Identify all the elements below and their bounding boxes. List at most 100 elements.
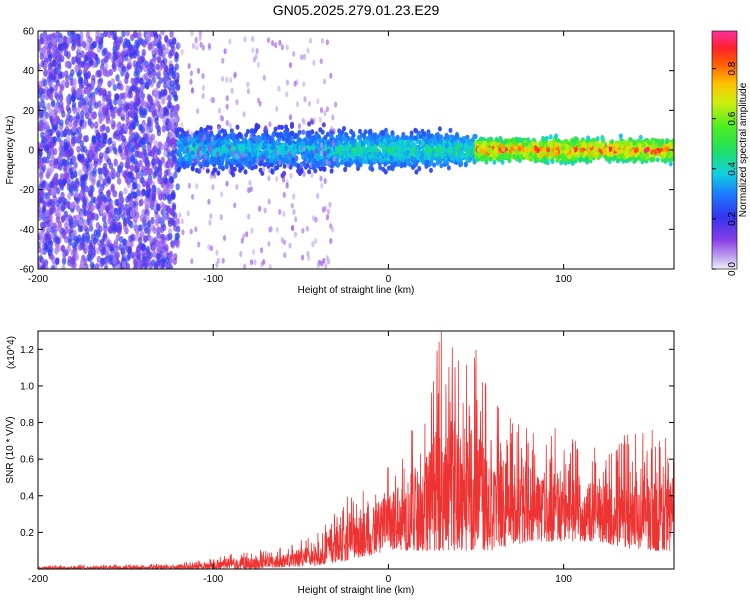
heatmap-cell [106,158,112,166]
heatmap-cell [61,257,67,265]
heatmap-cell [174,51,179,59]
heatmap-cell [143,72,149,81]
heatmap-cell [118,197,123,205]
heatmap-cell [156,203,161,211]
heatmap-cell [126,39,131,47]
heatmap-cell [71,86,76,94]
heatmap-cell [365,138,370,145]
heatmap-cell [412,159,417,165]
heatmap-cell [113,239,119,247]
heatmap-cell [48,181,54,189]
heatmap-cell [143,235,148,243]
heatmap-cell [372,151,377,157]
heatmap-cell [151,158,156,166]
heatmap-cell [217,164,222,170]
heatmap-cell [215,142,220,148]
heatmap-cell [386,165,391,171]
heatmap-cell [92,111,97,119]
heatmap-cell [441,148,446,154]
heatmap-cell [335,134,340,140]
heatmap-cell [246,143,251,149]
heatmap-cell [160,31,165,36]
heatmap-cell [115,74,120,82]
heatmap-cell [141,137,146,145]
heatmap-cell [97,70,102,78]
heatmap-cell [90,185,95,193]
heatmap-cell [96,132,101,140]
heatmap-cell [424,138,429,144]
heatmap-cell [119,161,124,169]
heatmap-cell [92,52,97,60]
heatmap-cell [121,260,127,268]
heatmap-cell [119,83,124,91]
heatmap-cell [358,128,362,134]
heatmap-cell [144,189,149,197]
heatmap-cell [155,92,160,100]
heatmap-cell [322,166,327,172]
heatmap-cell [128,129,134,137]
heatmap-cell [82,198,88,206]
heatmap-cell [145,198,150,206]
heatmap-cell [77,234,82,242]
heatmap-cell [91,212,96,220]
heatmap-cell [106,175,111,183]
heatmap-cell [139,84,145,92]
heatmap-cell [112,33,118,41]
heatmap-cell [368,130,373,136]
heatmap-cell [157,42,162,50]
heatmap-cell [98,198,103,207]
heatmap-cell [95,35,100,43]
heatmap-cell [62,35,68,44]
heatmap-cell [401,157,405,163]
heatmap-cell [249,128,254,134]
spectrogram-heatmap [38,31,674,269]
heatmap-cell [163,81,168,89]
heatmap-cell [58,37,63,45]
heatmap-cell [419,133,424,139]
heatmap-cell [61,110,66,118]
heatmap-cell [61,264,66,269]
heatmap-cell [86,38,91,46]
heatmap-cell [50,109,56,117]
heatmap-cell [38,261,41,269]
heatmap-cell [133,200,139,208]
heatmap-cell [92,167,97,175]
heatmap-cell [167,94,172,102]
heatmap-cell [55,79,61,87]
heatmap-cell [298,170,302,176]
heatmap-cell [121,31,126,38]
heatmap-cell [264,150,269,156]
heatmap-cell [432,139,437,145]
heatmap-cell [167,159,172,167]
heatmap-cell [104,50,110,58]
heatmap-cell [98,106,103,115]
heatmap-cell [173,115,179,123]
heatmap-cell [49,205,54,213]
heatmap-cell [39,248,44,256]
heatmap-cell [420,140,425,146]
heatmap-cell [98,87,103,95]
heatmap-cell [393,161,398,167]
heatmap-cell [117,39,122,47]
heatmap-cell [160,156,165,164]
heatmap-cell [425,159,430,165]
heatmap-cell [134,233,139,242]
heatmap-cell [217,159,222,165]
heatmap-cell [160,261,166,269]
heatmap-cell [63,49,69,57]
heatmap-cell [98,244,103,252]
heatmap-cell [243,169,248,175]
heatmap-cell [163,177,168,185]
heatmap-cell [219,149,224,156]
heatmap-cell [125,254,131,262]
heatmap-cell [76,91,81,99]
heatmap-cell [100,238,105,246]
heatmap-cell [55,257,60,265]
heatmap-cell [116,177,122,185]
heatmap-cell [99,206,104,214]
heatmap-cell [90,43,95,51]
heatmap-cell [174,232,179,240]
heatmap-cell [429,167,433,173]
heatmap-cell [74,65,80,73]
heatmap-cell [135,99,141,107]
